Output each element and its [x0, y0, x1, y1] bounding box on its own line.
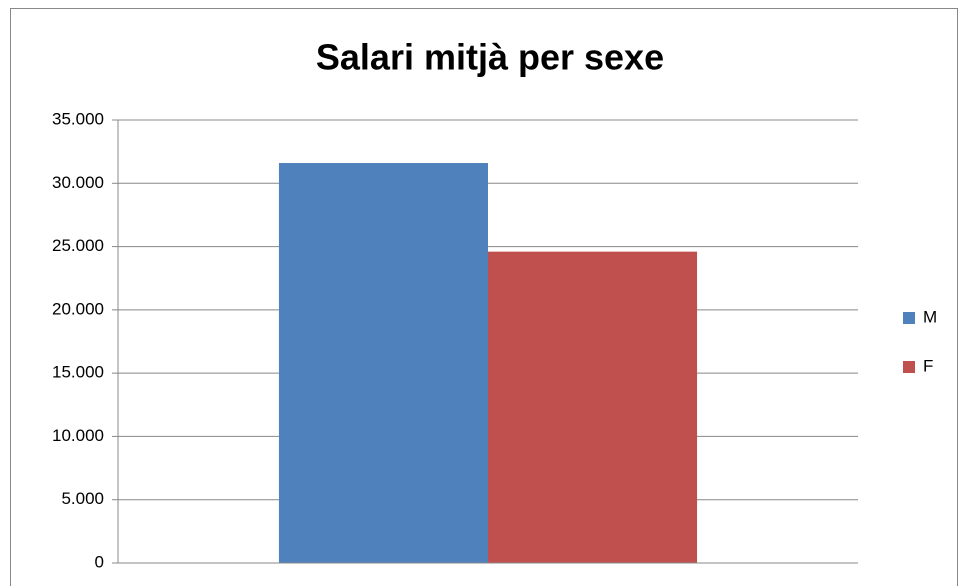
bar — [278, 163, 488, 563]
y-tick-label: 10.000 — [52, 426, 104, 445]
y-tick-label: 0 — [95, 552, 104, 571]
legend-label: M — [923, 307, 937, 326]
y-tick-label: 20.000 — [52, 299, 104, 318]
legend-label: F — [923, 356, 933, 375]
y-tick-label: 15.000 — [52, 363, 104, 382]
y-tick-label: 35.000 — [52, 109, 104, 128]
bar — [488, 251, 698, 564]
chart-title: Salari mitjà per sexe — [316, 37, 664, 78]
legend-swatch — [903, 312, 915, 324]
y-tick-label: 5.000 — [61, 489, 104, 508]
y-tick-label: 25.000 — [52, 236, 104, 255]
y-tick-label: 30.000 — [52, 173, 104, 192]
legend-swatch — [903, 361, 915, 373]
